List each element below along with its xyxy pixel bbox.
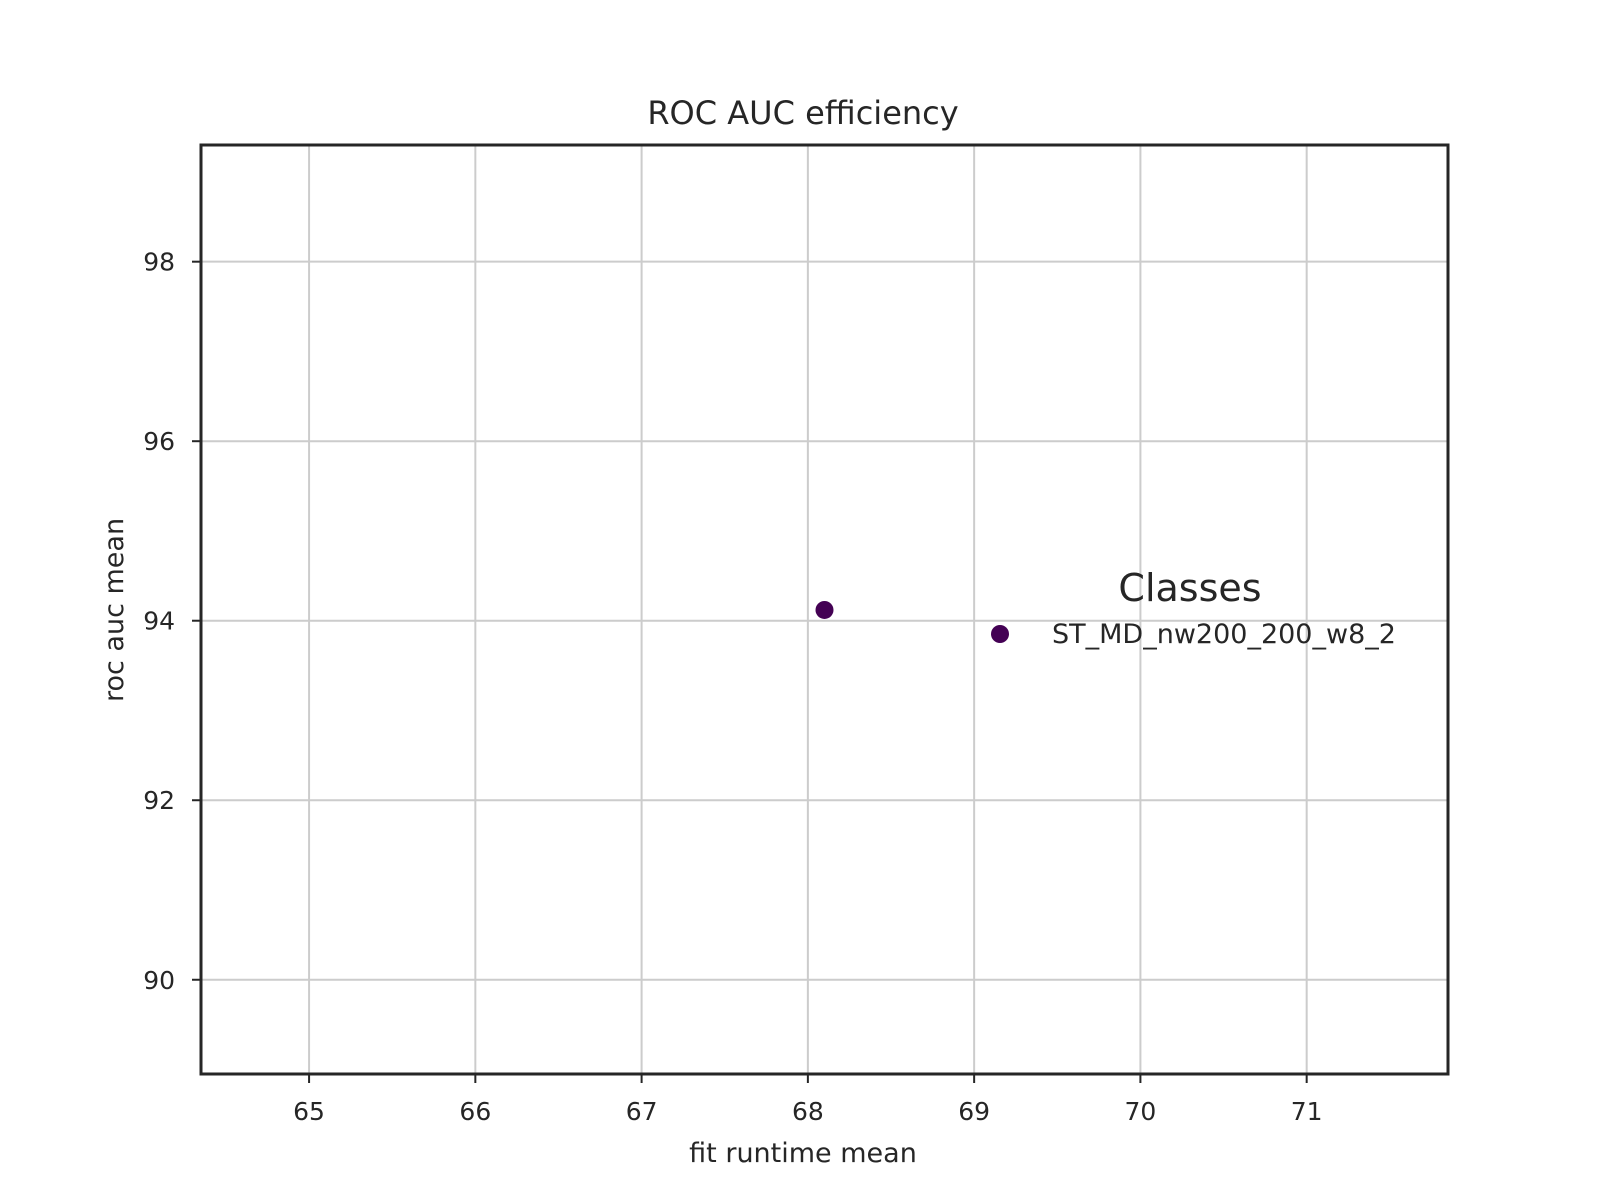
x-tick-label: 65 <box>293 1097 325 1126</box>
legend-label: ST_MD_nw200_200_w8_2 <box>1052 619 1396 650</box>
legend-title: Classes <box>1118 566 1261 610</box>
y-tick-label: 96 <box>143 427 175 456</box>
plot-frame <box>199 143 1450 1076</box>
y-tick-label: 98 <box>143 248 175 277</box>
x-tick-label: 66 <box>459 1097 491 1126</box>
y-tick-label: 92 <box>143 786 175 815</box>
data-points <box>815 600 834 619</box>
grid <box>201 145 1448 1074</box>
y-tick-label: 90 <box>143 966 175 995</box>
axis-ticks: 65 66 67 68 69 70 71 90 92 94 96 98 <box>143 248 1322 1126</box>
data-point <box>815 600 834 619</box>
legend-marker <box>991 625 1009 643</box>
y-tick-label: 94 <box>143 607 175 636</box>
x-tick-label: 71 <box>1291 1097 1323 1126</box>
y-axis-label: roc auc mean <box>99 518 130 702</box>
legend: Classes ST_MD_nw200_200_w8_2 <box>991 566 1396 650</box>
x-axis-label: fit runtime mean <box>689 1138 917 1169</box>
x-tick-label: 69 <box>958 1097 990 1126</box>
x-tick-label: 67 <box>626 1097 658 1126</box>
x-tick-label: 70 <box>1125 1097 1157 1126</box>
x-tick-label: 68 <box>792 1097 824 1126</box>
chart-title: ROC AUC efficiency <box>647 94 958 132</box>
legend-entries: ST_MD_nw200_200_w8_2 <box>991 619 1396 650</box>
